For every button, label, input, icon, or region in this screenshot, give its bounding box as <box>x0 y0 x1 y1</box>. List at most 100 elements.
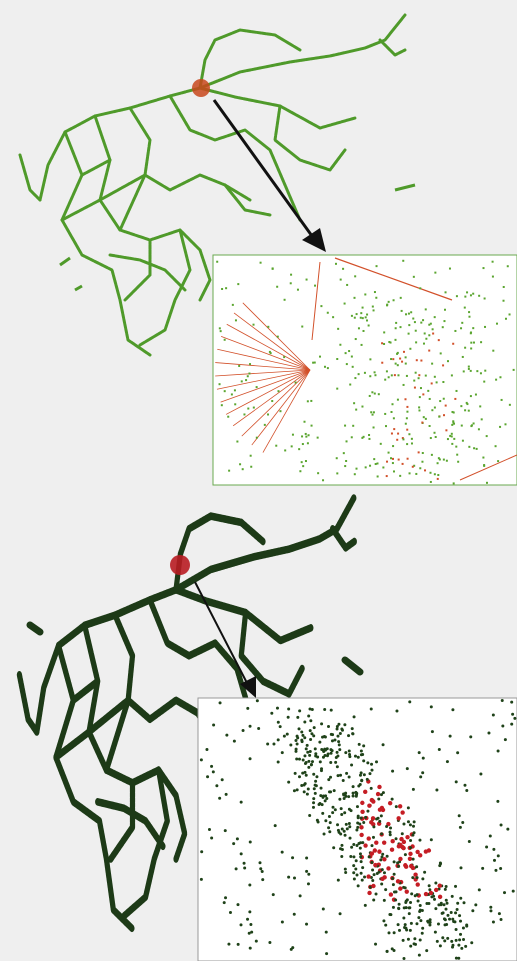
speck <box>371 391 373 393</box>
speck <box>470 332 472 334</box>
point <box>305 774 308 777</box>
point <box>363 773 366 776</box>
point <box>389 827 392 830</box>
speck <box>355 338 357 340</box>
point <box>450 940 453 943</box>
point <box>382 919 385 922</box>
speck <box>408 313 410 315</box>
point <box>339 774 342 777</box>
point <box>359 783 362 786</box>
point <box>298 727 301 730</box>
point <box>459 920 462 923</box>
point <box>304 762 307 765</box>
point <box>511 713 514 716</box>
point <box>300 739 303 742</box>
speck <box>361 344 363 346</box>
speck <box>454 398 456 400</box>
speck <box>439 400 441 402</box>
speck <box>501 399 503 401</box>
point <box>279 725 282 728</box>
point <box>494 869 497 872</box>
speck <box>390 358 392 360</box>
point <box>277 738 280 741</box>
speck <box>369 375 371 377</box>
point <box>291 856 294 859</box>
speck <box>478 295 480 297</box>
point <box>397 844 401 848</box>
point <box>309 750 312 753</box>
speck <box>406 375 408 377</box>
point <box>364 816 367 819</box>
speck <box>406 429 408 431</box>
point <box>347 734 350 737</box>
speck <box>455 446 457 448</box>
point <box>357 884 360 887</box>
point <box>437 923 440 926</box>
speck <box>301 435 303 437</box>
point <box>328 815 331 818</box>
speck <box>372 306 374 308</box>
point <box>398 929 401 932</box>
speck <box>346 284 348 286</box>
speck <box>408 433 410 435</box>
speck <box>397 374 399 376</box>
point <box>430 838 433 841</box>
speck <box>373 309 375 311</box>
point <box>459 897 462 900</box>
speck <box>507 265 509 267</box>
point <box>323 748 326 751</box>
point <box>440 902 443 905</box>
arrow-shaft <box>195 582 248 685</box>
point <box>295 758 298 761</box>
speck <box>479 405 481 407</box>
speck <box>409 348 411 350</box>
speck <box>283 356 285 358</box>
point <box>367 891 371 895</box>
point <box>435 788 438 791</box>
point <box>324 735 327 738</box>
speck <box>317 437 319 439</box>
point <box>362 759 365 762</box>
point <box>348 776 351 779</box>
point <box>404 865 408 869</box>
speck <box>314 362 316 364</box>
speck <box>461 322 463 324</box>
point <box>345 823 348 826</box>
point <box>359 833 363 837</box>
speck <box>260 262 262 264</box>
speck <box>415 330 417 332</box>
point <box>404 901 407 904</box>
speck <box>447 360 449 362</box>
point <box>355 795 358 798</box>
speck <box>451 443 453 445</box>
speck <box>388 452 390 454</box>
speck <box>375 297 377 299</box>
point <box>329 790 332 793</box>
speck <box>335 263 337 265</box>
speck <box>221 288 223 290</box>
point <box>458 938 461 941</box>
point <box>348 822 351 825</box>
speck <box>420 360 422 362</box>
point <box>327 826 330 829</box>
speck <box>496 323 498 325</box>
speck <box>237 283 239 285</box>
speck <box>468 316 470 318</box>
point <box>305 747 308 750</box>
speck <box>368 324 370 326</box>
point <box>383 871 386 874</box>
speck <box>428 350 430 352</box>
speck <box>402 260 404 262</box>
speck <box>250 455 252 457</box>
point <box>428 923 431 926</box>
point <box>321 803 324 806</box>
speck <box>235 319 237 321</box>
point <box>240 923 243 926</box>
speck <box>376 265 378 267</box>
point <box>349 855 352 858</box>
point <box>258 861 261 864</box>
point <box>277 760 280 763</box>
speck <box>422 319 424 321</box>
speck <box>437 462 439 464</box>
speck <box>466 291 468 293</box>
